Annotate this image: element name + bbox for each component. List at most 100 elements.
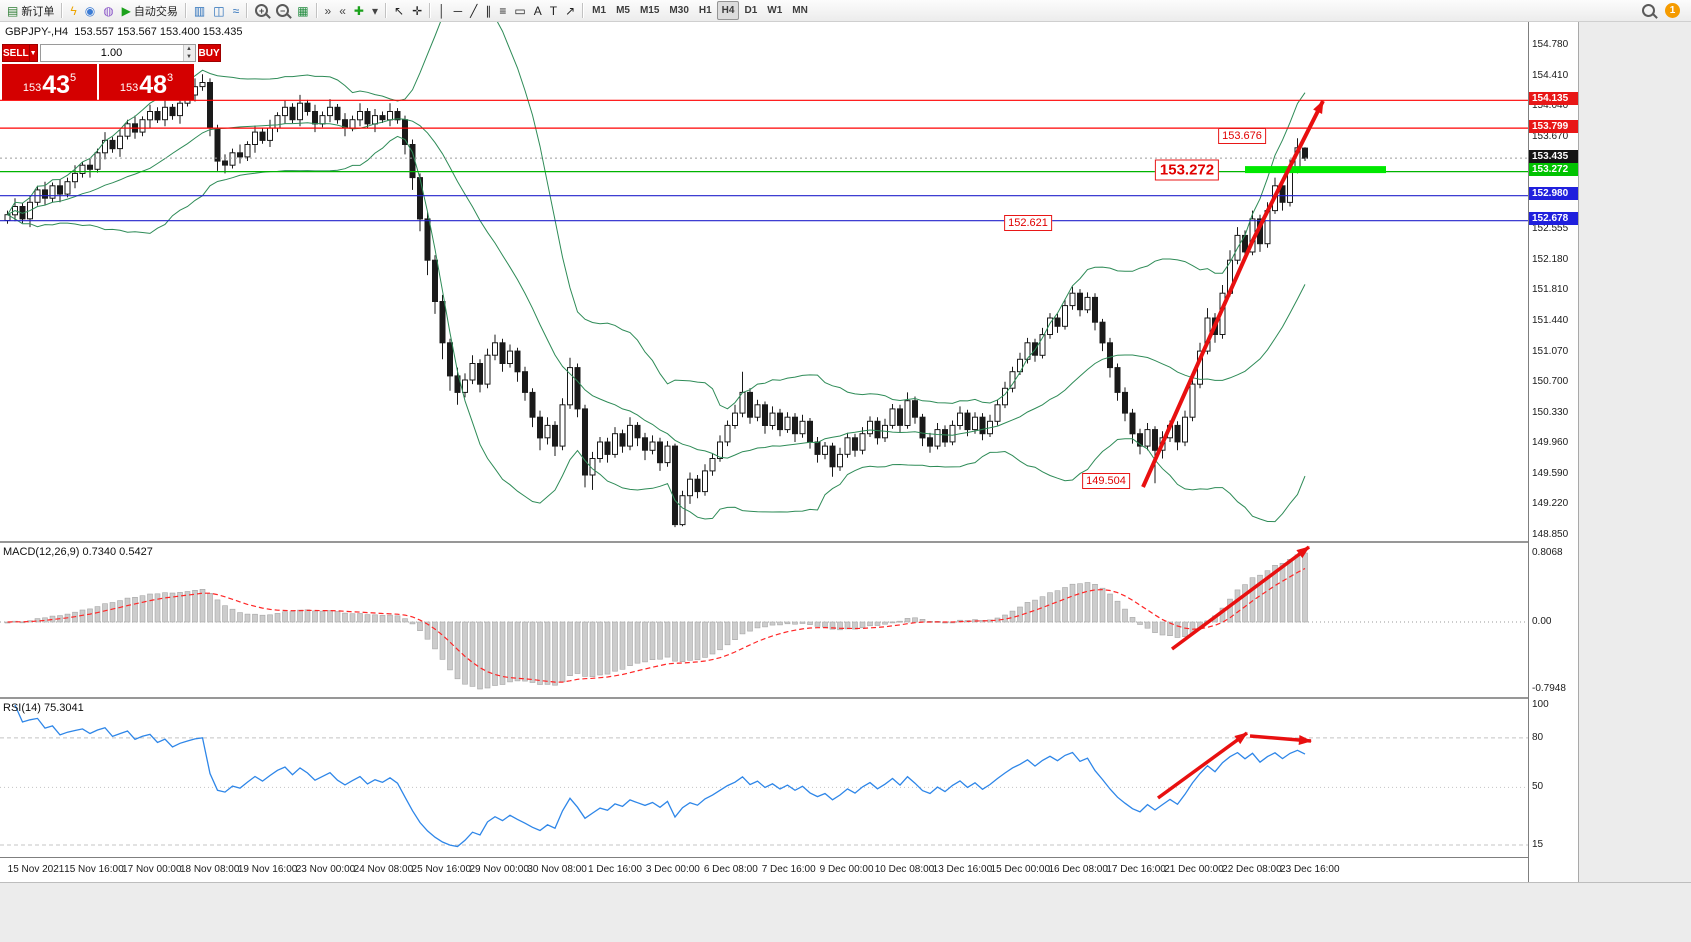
- volume-decrease-button[interactable]: ▼: [183, 53, 195, 61]
- tf-m5-button[interactable]: M5: [611, 1, 635, 20]
- price-level-badge: 152.980: [1529, 187, 1578, 201]
- volume-increase-button[interactable]: ▲: [183, 45, 195, 53]
- time-tick-label: 17 Nov 00:00: [122, 864, 182, 875]
- macd-panel[interactable]: [0, 543, 1528, 697]
- bottom-strip: [0, 882, 1691, 942]
- chart-shift-button[interactable]: «: [335, 1, 350, 20]
- zoom-out-button[interactable]: −: [272, 1, 293, 20]
- trendline-tool-button[interactable]: ╱: [466, 1, 481, 20]
- toolbar: ▤ 新订单 ϟ ◉ ◍ ▶ 自动交易 ▥ ◫ ≈ + − ▦ » « ✚ ▾ ↖ ✛ │ ─ ╱ ∥ ≡ ▭ A T ↗ M1 M5 M15…: [0, 0, 1691, 22]
- rsi-panel[interactable]: [0, 699, 1528, 857]
- vertical-line-icon: │: [438, 3, 446, 18]
- globe-icon: ◍: [103, 3, 114, 18]
- rsi-indicator-label: RSI(14) 75.3041: [3, 702, 84, 714]
- tf-m15-button[interactable]: M15: [635, 1, 664, 20]
- chart-candles-button[interactable]: ◫: [209, 1, 228, 20]
- toolbar-separator: [246, 3, 249, 18]
- indicators-button[interactable]: ✚: [350, 1, 368, 20]
- cursor-icon: ↖: [394, 3, 405, 18]
- auto-scroll-button[interactable]: »: [321, 1, 336, 20]
- tf-m1-button[interactable]: M1: [587, 1, 611, 20]
- chart-bars-button[interactable]: ▥: [190, 1, 209, 20]
- channel-tool-button[interactable]: ∥: [481, 1, 495, 20]
- macd-axis-label: 0.8068: [1532, 547, 1563, 558]
- notification-badge[interactable]: 1: [1665, 3, 1680, 18]
- tf-d1-button[interactable]: D1: [739, 1, 762, 20]
- panel-splitter-macd[interactable]: [0, 541, 1578, 543]
- bar-chart-icon: ▥: [193, 3, 206, 18]
- time-tick-label: 15 Nov 16:00: [64, 864, 124, 875]
- chart-line-button[interactable]: ≈: [229, 1, 244, 20]
- tf-w1-button[interactable]: W1: [762, 1, 787, 20]
- toolbar-separator: [315, 3, 318, 18]
- tf-mn-button[interactable]: MN: [787, 1, 813, 20]
- time-tick-label: 15 Dec 00:00: [990, 864, 1051, 875]
- toolbar-separator: [429, 3, 432, 18]
- crosshair-button[interactable]: ✛: [408, 1, 426, 20]
- hline-tool-button[interactable]: ─: [450, 1, 467, 20]
- time-tick-label: 25 Nov 16:00: [411, 864, 472, 875]
- toolbar-right: 1: [1642, 3, 1688, 18]
- price-tick-label: 152.180: [1532, 253, 1569, 265]
- zoom-in-button[interactable]: +: [251, 1, 272, 20]
- alerts-button[interactable]: ◉: [81, 1, 99, 20]
- time-tick-label: 9 Dec 00:00: [819, 864, 874, 875]
- tf-m30-button[interactable]: M30: [664, 1, 693, 20]
- horizontal-line-icon: ─: [453, 3, 463, 18]
- tf-h4-button[interactable]: H4: [716, 1, 740, 20]
- price-tick-label: 149.590: [1532, 467, 1569, 479]
- search-icon[interactable]: [1642, 4, 1655, 17]
- shapes-tool-button[interactable]: ▭: [510, 1, 529, 20]
- toolbar-groups: ▤ 新订单 ϟ ◉ ◍ ▶ 自动交易 ▥ ◫ ≈ + − ▦ » « ✚ ▾ ↖ ✛ │ ─ ╱ ∥ ≡ ▭ A T ↗ M1 M5 M15…: [3, 1, 813, 20]
- tf-mn-button-label: MN: [792, 5, 808, 16]
- lightning-icon: ϟ: [70, 3, 77, 18]
- autotrade-lightning-button[interactable]: ϟ: [66, 1, 80, 20]
- price-tick-label: 151.810: [1532, 284, 1569, 296]
- sell-button[interactable]: SELL: [2, 44, 30, 62]
- price-tick-label: 149.960: [1532, 437, 1569, 449]
- autotrading-button-label: 自动交易: [133, 5, 178, 18]
- time-tick-label: 7 Dec 16:00: [761, 864, 816, 875]
- cursor-button[interactable]: ↖: [390, 1, 408, 20]
- rsi-axis-label: 50: [1532, 781, 1544, 793]
- volume-input[interactable]: [40, 45, 183, 61]
- community-button[interactable]: ◍: [99, 1, 117, 20]
- indicators-dropdown-button[interactable]: ▾: [368, 1, 382, 20]
- tf-h1-button[interactable]: H1: [694, 1, 717, 20]
- new-order-button[interactable]: ▤ 新订单: [3, 1, 58, 20]
- arrow-icon: ↗: [565, 3, 576, 18]
- price-axis[interactable]: 154.780154.410154.040153.670153.300152.9…: [1528, 22, 1578, 882]
- vline-tool-button[interactable]: │: [434, 1, 450, 20]
- time-tick-label: 17 Dec 16:00: [1106, 864, 1166, 875]
- text-tool-button[interactable]: A: [530, 1, 546, 20]
- price-tick-label: 151.440: [1532, 315, 1569, 326]
- arrows-tool-button[interactable]: ↗: [561, 1, 579, 20]
- chart-area[interactable]: GBPJPY-,H4 153.557 153.567 153.400 153.4…: [0, 22, 1578, 882]
- new-order-button-label: 新订单: [21, 5, 55, 18]
- tf-m5-button-label: M5: [616, 5, 630, 16]
- buy-price-tile[interactable]: 153 48 3: [99, 64, 194, 100]
- price-level-badge: 153.799: [1529, 119, 1578, 133]
- macd-axis-label: 0.00: [1532, 616, 1552, 627]
- zoom-in-icon: +: [255, 4, 269, 17]
- price-chart[interactable]: [0, 22, 1528, 543]
- sell-price-tile[interactable]: 153 43 5: [2, 64, 97, 100]
- price-level-badge: 153.435: [1529, 149, 1578, 163]
- label-tool-button[interactable]: T: [546, 1, 561, 20]
- price-tick-label: 154.040: [1532, 100, 1569, 112]
- toolbar-separator: [582, 3, 585, 18]
- panel-splitter-rsi[interactable]: [0, 697, 1578, 699]
- fibonacci-tool-button[interactable]: ≡: [495, 1, 510, 20]
- tf-h1-button-label: H1: [698, 5, 712, 16]
- time-axis[interactable]: 15 Nov 2021 15 Nov 16:00 17 Nov 00:00 18 No…: [0, 857, 1578, 882]
- one-click-controls-row: SELL ▼ ▲ ▼ BUY: [2, 44, 221, 62]
- autotrading-button[interactable]: ▶ 自动交易: [118, 1, 182, 20]
- tf-m30-button-label: M30: [669, 5, 689, 16]
- crosshair-icon: ✛: [412, 3, 423, 18]
- volume-dropdown-button[interactable]: ▼: [29, 44, 38, 62]
- price-tick-label: 151.070: [1532, 345, 1569, 357]
- time-tick-label: 6 Dec 08:00: [703, 864, 758, 875]
- buy-button[interactable]: BUY: [197, 44, 221, 62]
- tile-windows-button[interactable]: ▦: [293, 1, 312, 20]
